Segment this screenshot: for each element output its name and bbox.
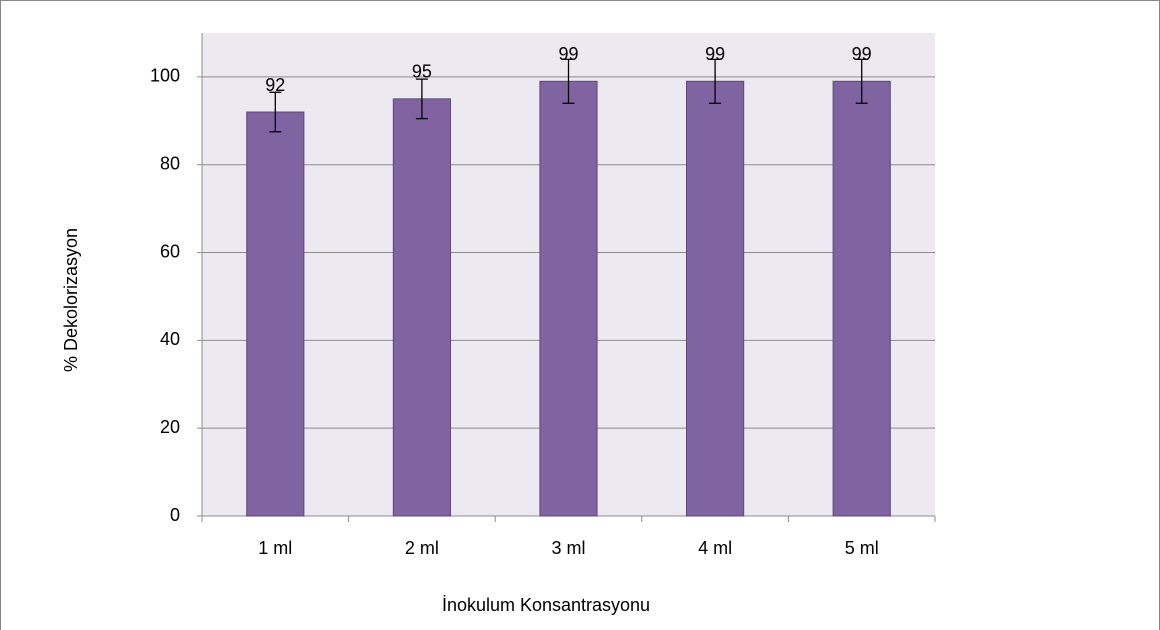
bar <box>246 111 305 517</box>
x-tick-label: 1 ml <box>258 538 292 558</box>
x-tick-label: 3 ml <box>551 538 585 558</box>
y-tick-label: 60 <box>160 241 180 261</box>
x-axis-title: İnokulum Konsantrasyonu <box>442 595 650 615</box>
y-axis-title: % Dekolorizasyon <box>61 228 81 372</box>
y-tick-label: 20 <box>160 417 180 437</box>
data-label: 95 <box>412 62 432 82</box>
y-tick-label: 0 <box>170 505 180 525</box>
data-label: 99 <box>705 44 725 64</box>
bar <box>392 98 451 517</box>
bar <box>686 80 745 517</box>
data-label: 99 <box>558 44 578 64</box>
bar <box>539 80 598 517</box>
bar <box>832 80 891 517</box>
y-tick-label: 100 <box>150 66 180 86</box>
y-tick-label: 40 <box>160 329 180 349</box>
data-label: 92 <box>265 75 285 95</box>
y-tick-label: 80 <box>160 153 180 173</box>
data-label: 99 <box>852 44 872 64</box>
x-tick-label: 2 ml <box>405 538 439 558</box>
x-tick-label: 4 ml <box>698 538 732 558</box>
x-tick-label: 5 ml <box>845 538 879 558</box>
